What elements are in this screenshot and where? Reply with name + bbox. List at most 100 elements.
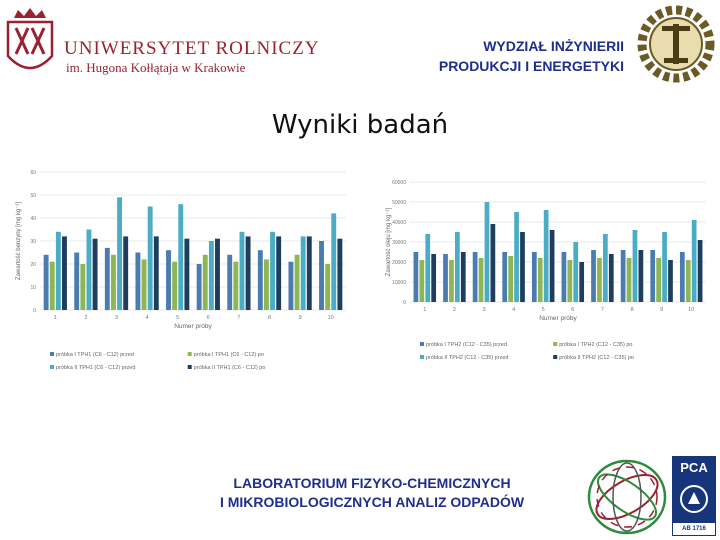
legend-swatch-1 [50, 352, 54, 356]
y-tick-label: 30 [30, 239, 36, 245]
legend-swatch-1 [420, 342, 424, 346]
bar-series-1 [288, 261, 294, 310]
lab-line-2: I MIKROBIOLOGICZNYCH ANALIZ ODPADÓW [219, 494, 525, 510]
pca-accreditation-badge: PCA AB 1716 [672, 456, 716, 536]
y-tick-label: 50 [30, 193, 36, 199]
bar-series-2 [449, 260, 454, 302]
y-tick-label: 10 [30, 285, 36, 291]
faculty-name: WYDZIAŁ INŻYNIERII PRODUKCJI I ENERGETYK… [439, 36, 624, 76]
x-tick-label: 5 [542, 307, 545, 313]
pca-label: PCA [680, 460, 708, 475]
legend-label-3: próbka II TPH2 (C12 - C35) przed [426, 355, 508, 361]
legend-swatch-2 [553, 342, 558, 346]
bar-series-4 [92, 238, 98, 310]
bar-series-2 [567, 260, 573, 302]
bar-series-1 [650, 250, 656, 302]
faculty-line-1: WYDZIAŁ INŻYNIERII [483, 38, 624, 54]
bar-series-1 [74, 252, 80, 310]
bar-series-1 [413, 252, 419, 302]
bar-series-2 [202, 254, 208, 310]
bar-series-4 [490, 224, 496, 302]
y-tick-label: 20000 [392, 260, 406, 266]
x-tick-label: 2 [84, 315, 87, 321]
pca-number: AB 1716 [672, 522, 716, 536]
bar-series-2 [685, 260, 691, 302]
chart-gasoline: 0 10 20 30 40 50 60 1 2 3 4 5 6 7 8 9 10 Numer próby Zawar… [16, 170, 346, 371]
bar-series-2 [141, 259, 147, 310]
legend-label-2: próbka I TPH1 (C6 - C12) po [194, 352, 264, 358]
bar-series-4 [184, 238, 190, 310]
bar-series-4 [608, 254, 614, 302]
bar-series-2 [233, 261, 239, 310]
legend-swatch-3 [420, 355, 424, 359]
bar-series-2 [80, 264, 86, 310]
x-tick-label: 8 [268, 315, 271, 321]
bar-series-3 [602, 234, 608, 302]
bar-series-2 [656, 258, 662, 302]
bar-series-2 [263, 259, 269, 310]
bar-series-1 [319, 241, 324, 310]
bar-series-4 [276, 236, 282, 310]
faculty-gear-logo [637, 5, 715, 83]
bar-series-4 [245, 236, 251, 310]
bar-series-2 [49, 261, 55, 310]
bar-series-4 [579, 262, 585, 302]
legend-swatch-4 [187, 365, 192, 369]
y-tick-label: 60 [30, 170, 36, 176]
x-tick-label: 10 [328, 315, 334, 321]
bar-series-2 [626, 258, 632, 302]
bar-series-3 [239, 231, 245, 310]
bar-series-3 [484, 202, 490, 302]
university-subtitle: im. Hugona Kołłątaja w Krakowie [66, 60, 246, 75]
pca-emblem-icon [680, 485, 708, 513]
laboratory-globe-logo [587, 459, 667, 535]
bar-series-1 [679, 252, 685, 302]
legend-label-3: próbka II TPH1 (C6 - C12) przed [56, 365, 135, 371]
y-tick-label: 20 [30, 262, 36, 268]
bar-series-4 [306, 236, 312, 310]
lab-line-1: LABORATORIUM FIZYKO-CHEMICZNYCH [233, 475, 511, 491]
bar-series-3 [208, 241, 214, 310]
bar-series-3 [632, 230, 638, 302]
bar-series-3 [331, 213, 337, 310]
y-axis-label: Zawartość benzyny [mg kg⁻¹] [16, 202, 22, 281]
bar-series-1 [531, 252, 537, 302]
bar-series-3 [86, 229, 92, 310]
legend-swatch-2 [187, 352, 192, 356]
bar-series-4 [668, 260, 673, 302]
bar-series-1 [104, 247, 110, 310]
bar-series-1 [43, 254, 49, 310]
y-tick-label: 30000 [392, 240, 406, 246]
bar-series-1 [166, 250, 171, 310]
legend-swatch-4 [553, 355, 558, 359]
x-tick-label: 7 [601, 307, 604, 313]
y-tick-label: 50000 [392, 200, 406, 206]
legend-label-1: próbka I TPH2 (C12 - C35) przed [426, 342, 507, 348]
y-tick-label: 40000 [392, 220, 406, 226]
faculty-line-2: PRODUKCJI I ENERGETYKI [438, 58, 624, 74]
x-tick-label: 6 [207, 315, 210, 321]
x-tick-label: 9 [660, 307, 663, 313]
bar-series-4 [520, 232, 525, 302]
bar-series-3 [117, 197, 123, 310]
y-tick-label: 0 [33, 308, 36, 314]
x-tick-label: 10 [688, 307, 694, 313]
bar-series-2 [597, 258, 602, 302]
x-tick-label: 4 [512, 307, 515, 313]
x-tick-label: 6 [571, 307, 574, 313]
bar-series-2 [110, 254, 116, 310]
bar-series-3 [178, 204, 184, 310]
x-tick-label: 8 [630, 307, 633, 313]
y-tick-label: 0 [403, 300, 406, 306]
bar-series-3 [573, 242, 579, 302]
bar-series-1 [472, 252, 478, 302]
bar-series-4 [153, 236, 159, 310]
bar-series-2 [537, 258, 543, 302]
bar-series-2 [508, 256, 514, 302]
y-tick-label: 60000 [392, 180, 406, 186]
bar-series-2 [294, 254, 300, 310]
bar-series-1 [257, 250, 263, 310]
page-title: Wyniki badań [271, 110, 449, 140]
y-tick-label: 10000 [392, 280, 406, 286]
bar-series-3 [300, 236, 306, 310]
